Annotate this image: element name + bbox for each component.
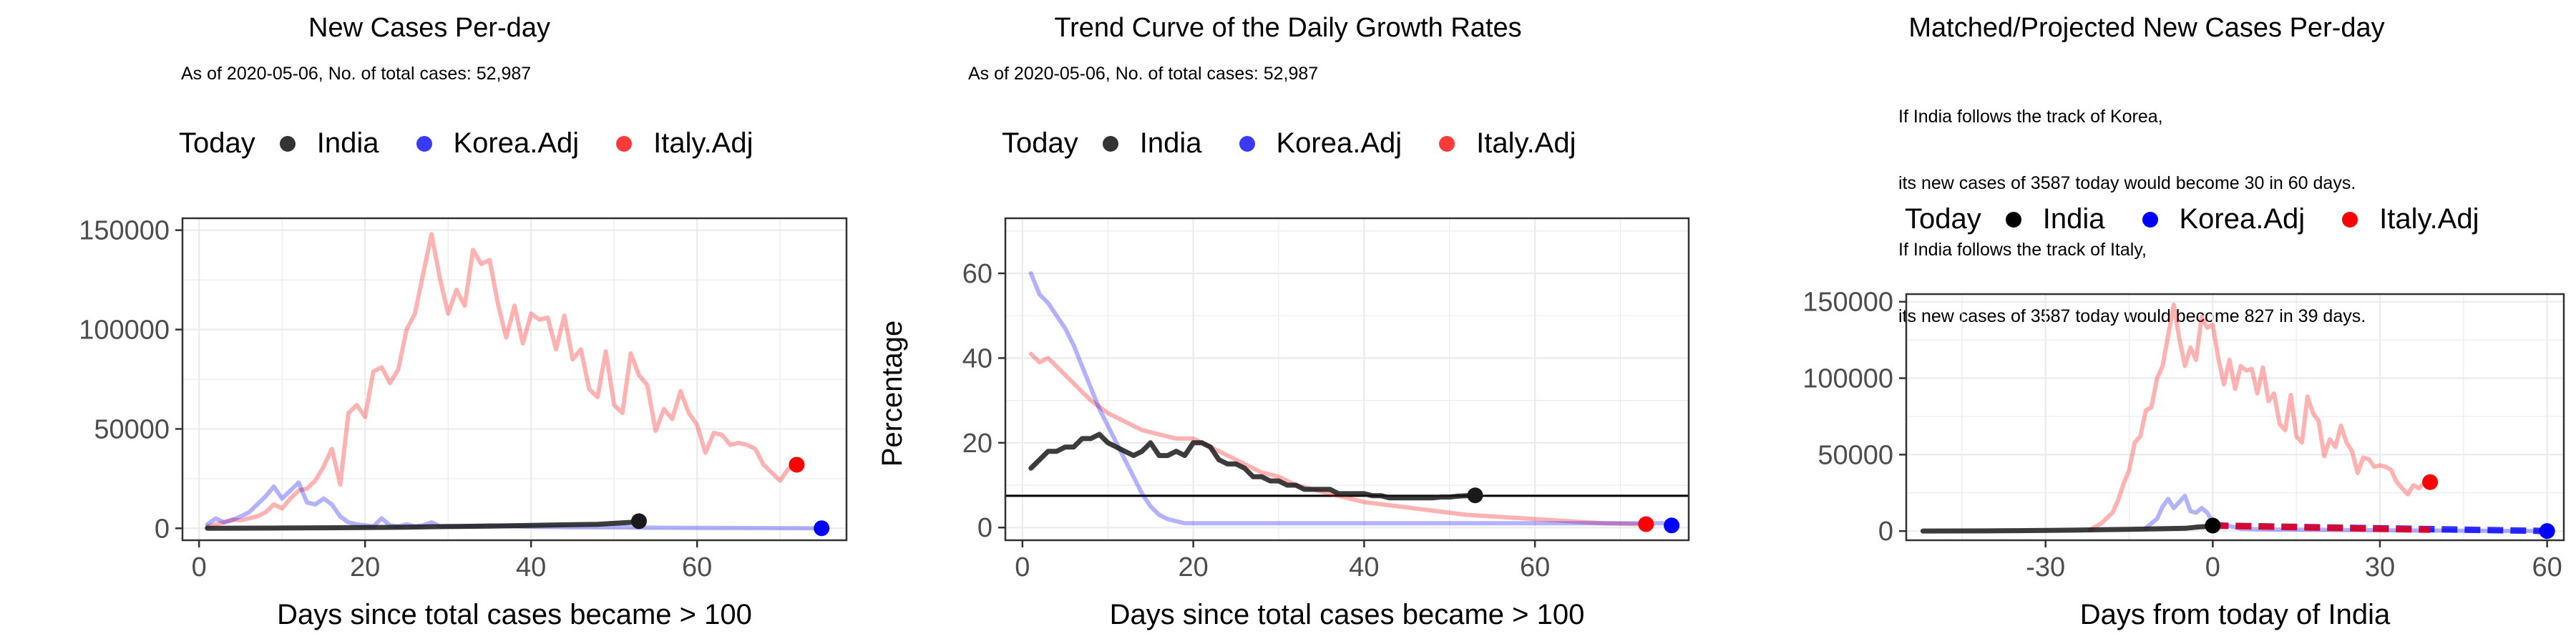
series-line-india (205, 518, 642, 531)
x-tick-label: 0 (1015, 552, 1030, 582)
legend-label-korea: Korea.Adj (453, 127, 580, 159)
legend-title: Today (179, 127, 255, 159)
grid (1005, 218, 1689, 540)
chart-panel-projected: Matched/Projected New Cases Per-day If I… (1717, 0, 2576, 644)
legend-marker-india (1102, 135, 1118, 152)
x-tick-label: 60 (682, 552, 712, 582)
chart-title: Matched/Projected New Cases Per-day (1908, 13, 2385, 43)
today-point-korea (2539, 523, 2555, 540)
legend-label-india: India (316, 127, 379, 159)
y-tick-label: 0 (155, 514, 170, 544)
today-point-india (631, 513, 647, 530)
legend-marker-korea (416, 135, 432, 152)
y-tick-label: 60 (962, 259, 992, 289)
series-line-korea (2143, 494, 2550, 534)
x-tick-label: 60 (1520, 552, 1550, 582)
y-tick-label: 150000 (79, 216, 170, 246)
x-tick-label: 0 (2205, 552, 2220, 582)
chart-plot-projected: -30 0 30 60 0 50000 100000 150000 Days from toda… (1802, 288, 2565, 630)
y-tick-label: 0 (1878, 517, 1893, 547)
legend-marker-korea (1239, 135, 1255, 152)
legend: Today India Korea.Adj Italy.Adj (1905, 203, 2517, 235)
chart-panel-new-cases: New Cases Per-day As of 2020-05-06, No. … (0, 0, 859, 644)
series-line-korea (1028, 271, 1666, 526)
legend-label-korea: Korea.Adj (1276, 127, 1402, 159)
chart-title: New Cases Per-day (308, 13, 550, 43)
plot-border (1905, 293, 2565, 542)
y-tick-label: 150000 (1802, 288, 1893, 318)
subtitle-line: its new cases of 3587 today would become… (1898, 173, 2356, 193)
y-tick-label: 0 (977, 513, 992, 543)
subtitle-line: its new cases of 3587 today would become… (1898, 306, 2366, 326)
today-point-korea (1664, 517, 1680, 534)
series-line-italy (205, 232, 799, 529)
legend-marker-india (279, 135, 296, 152)
legend-label-italy: Italy.Adj (653, 127, 753, 159)
legend-label-india: India (2042, 203, 2105, 235)
legend-title: Today (1002, 127, 1078, 159)
today-point-india (2205, 517, 2221, 534)
subtitle-line: As of 2020-05-06, No. of total cases: 52… (181, 64, 532, 84)
grid (182, 218, 847, 540)
today-point-italy (2422, 474, 2439, 490)
chart-subtitle: As of 2020-05-06, No. of total cases: 52… (181, 63, 531, 85)
series-line-india (1028, 431, 1478, 501)
chart-plot-growth-rates: 0 20 40 60 0 20 40 60 Days since total cases bec… (877, 217, 1690, 630)
x-tick-label: 30 (2365, 552, 2395, 582)
y-tick-label: 20 (962, 429, 992, 459)
x-axis-title: Days from today of India (2080, 599, 2391, 630)
legend-marker-italy (1439, 135, 1455, 152)
x-axis-title: Days since total cases became > 100 (1110, 599, 1585, 630)
chart-panel-growth-rates: Trend Curve of the Daily Growth Rates As… (859, 0, 1717, 644)
series-line-italy (1028, 351, 1640, 527)
x-tick-label: -30 (2026, 552, 2065, 582)
chart-subtitle: As of 2020-05-06, No. of total cases: 52… (968, 63, 1318, 85)
x-axis-title: Days since total cases became > 100 (277, 599, 752, 630)
y-tick-label: 100000 (79, 316, 170, 346)
y-tick-label: 50000 (94, 414, 170, 444)
subtitle-line: As of 2020-05-06, No. of total cases: 52… (968, 64, 1319, 84)
plot-border (1004, 217, 1690, 542)
today-point-italy (789, 457, 805, 473)
subtitle-line: If India follows the track of Korea, (1898, 107, 2163, 127)
chart-plot-new-cases: 0 20 40 60 0 50000 100000 150000 Days since tota… (79, 216, 848, 630)
grid (1906, 294, 2564, 540)
series-line-korea (205, 480, 824, 531)
y-tick-label: 50000 (1818, 440, 1893, 470)
today-point-korea (814, 520, 830, 537)
subtitle-line: If India follows the track of Italy, (1898, 240, 2147, 260)
legend-marker-italy (2342, 211, 2358, 228)
series-line-india (1920, 523, 2215, 534)
plot-border (181, 217, 848, 542)
x-tick-label: 40 (516, 552, 546, 582)
x-tick-label: 0 (192, 552, 207, 582)
today-point-italy (1638, 516, 1654, 532)
legend-marker-india (2005, 211, 2021, 228)
today-point-india (1467, 487, 1483, 504)
legend-label-italy: Italy.Adj (1476, 127, 1576, 159)
legend-title: Today (1905, 203, 1981, 235)
legend: Today India Korea.Adj Italy.Adj (179, 127, 791, 160)
x-tick-label: 60 (2532, 552, 2562, 582)
legend-marker-korea (2142, 211, 2158, 228)
y-tick-label: 100000 (1802, 364, 1893, 394)
y-tick-label: 40 (962, 343, 992, 374)
legend-label-india: India (1139, 127, 1202, 159)
chart-subtitle: If India follows the track of Korea, its… (1898, 62, 2366, 372)
projection-line-italy (2212, 522, 2431, 533)
x-tick-label: 40 (1349, 552, 1379, 582)
x-tick-label: 20 (350, 552, 380, 582)
legend: Today India Korea.Adj Italy.Adj (1002, 127, 1614, 160)
legend-label-korea: Korea.Adj (2179, 203, 2306, 235)
legend-label-italy: Italy.Adj (2379, 203, 2479, 235)
legend-marker-italy (616, 135, 633, 152)
chart-title: Trend Curve of the Daily Growth Rates (1054, 13, 1522, 43)
x-tick-label: 20 (1178, 552, 1208, 582)
y-axis-title: Percentage (877, 321, 908, 467)
series-line-italy (2088, 303, 2427, 532)
